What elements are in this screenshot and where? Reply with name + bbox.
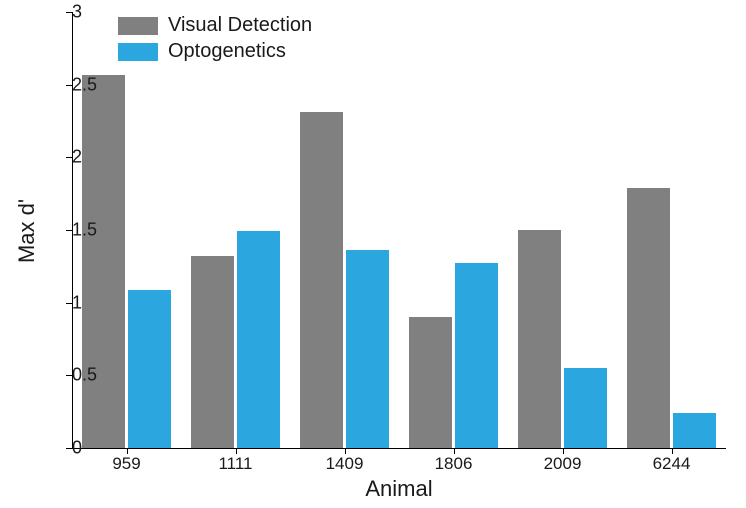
y-tick-label: 3 (72, 2, 80, 23)
y-tick-label: 1 (72, 292, 80, 313)
legend-label: Optogenetics (168, 40, 286, 63)
bar (191, 256, 235, 448)
y-tick-label: 2.5 (72, 74, 80, 95)
legend-item: Optogenetics (118, 40, 312, 63)
bar (564, 368, 608, 448)
x-tick-label: 6244 (653, 448, 691, 474)
legend-item: Visual Detection (118, 14, 312, 37)
bar (518, 230, 562, 448)
y-tick-label: 2 (72, 147, 80, 168)
bar (455, 263, 499, 448)
x-axis-label: Animal (365, 476, 432, 502)
legend-label: Visual Detection (168, 14, 312, 37)
y-tick-label: 0.5 (72, 365, 80, 386)
bar (673, 413, 717, 448)
x-tick-label: 959 (112, 448, 140, 474)
legend: Visual Detection Optogenetics (118, 14, 312, 63)
x-tick-label: 1409 (326, 448, 364, 474)
bar (128, 290, 172, 448)
legend-swatch (118, 43, 158, 61)
bar-chart: 0 0.5 1 1.5 2 2.5 3 Max d' 959 1111 1409 1806 2009 62… (0, 0, 746, 508)
bar (627, 188, 671, 448)
bar (409, 317, 453, 448)
bar (300, 112, 344, 448)
y-axis-label: Max d' (14, 199, 40, 263)
bar (346, 250, 390, 448)
y-tick-label: 1.5 (72, 220, 80, 241)
x-axis (72, 448, 726, 449)
bar (237, 231, 281, 448)
x-tick-label: 2009 (544, 448, 582, 474)
x-tick-label: 1111 (218, 448, 252, 474)
plot-area (72, 12, 726, 448)
bar (82, 75, 126, 449)
legend-swatch (118, 17, 158, 35)
x-tick-label: 1806 (435, 448, 473, 474)
y-tick-label: 0 (72, 438, 80, 459)
